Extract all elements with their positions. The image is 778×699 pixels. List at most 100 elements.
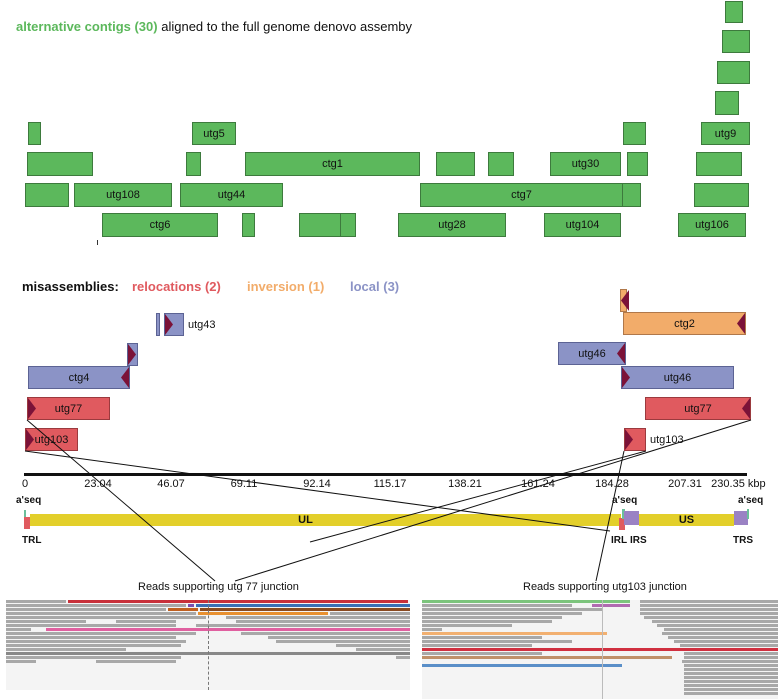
read-segment (6, 636, 176, 639)
contig-block[interactable] (27, 152, 93, 176)
breakpoint-marker-icon (128, 344, 136, 365)
contig-utg30[interactable]: utg30 (550, 152, 621, 176)
read-segment (96, 660, 176, 663)
contig-block[interactable] (694, 183, 749, 207)
contig-block[interactable] (25, 183, 69, 207)
contig-label: utg108 (106, 189, 140, 201)
contig-block[interactable] (696, 152, 742, 176)
read-segment (330, 612, 410, 615)
contig-utg5[interactable]: utg5 (192, 122, 236, 145)
misassembly-fragment[interactable] (156, 313, 160, 336)
misassembly-utg43[interactable]: utg43 (164, 313, 216, 336)
contig-block[interactable] (725, 1, 743, 23)
misassembly-utg46[interactable]: utg46 (621, 366, 734, 389)
contig-utg28[interactable]: utg28 (398, 213, 506, 237)
read-segment (422, 648, 778, 651)
axis-tick-label: 184.28 (595, 478, 629, 490)
legend-local: local (3) (350, 279, 400, 294)
read-segment (6, 600, 66, 603)
contig-block[interactable] (715, 91, 739, 115)
read-segment (680, 644, 778, 647)
read-segment (684, 664, 778, 667)
aseq-right-label: a'seq (738, 495, 764, 506)
contig-label: utg106 (695, 219, 729, 231)
contig-ctg1[interactable]: ctg1 (245, 152, 420, 176)
read-segment (116, 620, 176, 623)
axis-tick-label: 138.21 (448, 478, 482, 490)
read-segment (684, 680, 778, 683)
axis-tick-label: 46.07 (157, 478, 185, 490)
read-segment (640, 608, 778, 611)
contig-ctg7[interactable]: ctg7 (420, 183, 623, 207)
contig-block[interactable] (436, 152, 475, 176)
aseq-right-marker (747, 509, 749, 519)
contig-utg106[interactable]: utg106 (678, 213, 746, 237)
junction-line (208, 600, 209, 690)
misassembly-label: utg46 (578, 347, 606, 360)
read-segment (640, 604, 778, 607)
contig-label: utg44 (217, 189, 246, 201)
read-segment (674, 640, 778, 643)
misassembly-fragment[interactable] (620, 289, 629, 312)
read-segment (684, 656, 778, 659)
contig-block[interactable] (622, 183, 641, 207)
misassembly-fragment[interactable] (127, 343, 138, 366)
contig-utg104[interactable]: utg104 (544, 213, 621, 237)
read-segment (6, 660, 36, 663)
misassembly-label: utg77 (54, 402, 83, 415)
read-segment (46, 628, 410, 631)
contig-block[interactable] (627, 152, 648, 176)
contig-block[interactable] (299, 213, 341, 237)
misassembly-utg103[interactable]: utg103 (25, 428, 78, 451)
read-segment (684, 688, 778, 691)
misassembly-utg46[interactable]: utg46 (558, 342, 626, 365)
breakpoint-marker-icon (625, 429, 633, 450)
read-segment (236, 620, 410, 623)
reads-right-pileup[interactable] (422, 600, 778, 699)
contig-utg108[interactable]: utg108 (74, 183, 172, 207)
breakpoint-marker-icon (621, 290, 629, 311)
breakpoint-marker-icon (165, 314, 173, 335)
axis-tick-label: 0 (21, 478, 29, 490)
read-segment (226, 616, 410, 619)
contig-block[interactable] (28, 122, 41, 145)
axis-tick-label: 161.24 (521, 478, 555, 490)
misassembly-utg77[interactable]: utg77 (27, 397, 110, 420)
contig-block[interactable] (242, 213, 255, 237)
read-segment (396, 656, 410, 659)
breakpoint-marker-icon (26, 429, 34, 450)
breakpoint-marker-icon (742, 398, 750, 419)
contig-block[interactable] (186, 152, 201, 176)
misassembly-ctg4[interactable]: ctg4 (28, 366, 130, 389)
read-segment (168, 608, 198, 611)
read-segment (200, 608, 410, 611)
figure-title: alternative contigs (30) aligned to the … (16, 19, 412, 34)
read-segment (422, 624, 512, 627)
contig-block[interactable] (488, 152, 514, 176)
contig-utg44[interactable]: utg44 (180, 183, 283, 207)
contig-block[interactable] (722, 30, 750, 53)
contig-block[interactable] (623, 122, 646, 145)
contig-block[interactable] (717, 61, 750, 84)
read-segment (6, 640, 186, 643)
read-segment (422, 608, 602, 611)
contig-block[interactable] (340, 213, 356, 237)
breakpoint-marker-icon (121, 367, 129, 388)
contig-label: utg104 (565, 219, 600, 231)
read-segment (644, 616, 778, 619)
contig-utg9[interactable]: utg9 (701, 122, 750, 145)
misassembly-ctg2[interactable]: ctg2 (623, 312, 746, 335)
misassembly-label: ctg4 (68, 371, 90, 384)
read-segment (422, 600, 630, 603)
read-segment (6, 612, 196, 615)
read-segment (657, 624, 778, 627)
reads-left-pileup[interactable] (6, 600, 410, 690)
contig-ctg6[interactable]: ctg6 (102, 213, 218, 237)
read-segment (196, 604, 410, 607)
read-segment (422, 656, 672, 659)
axis-tick-label: 115.17 (373, 478, 407, 490)
misassembly-utg103[interactable]: utg103 (624, 428, 684, 451)
breakpoint-marker-icon (737, 313, 745, 334)
read-segment (422, 612, 582, 615)
misassembly-utg77[interactable]: utg77 (645, 397, 751, 420)
